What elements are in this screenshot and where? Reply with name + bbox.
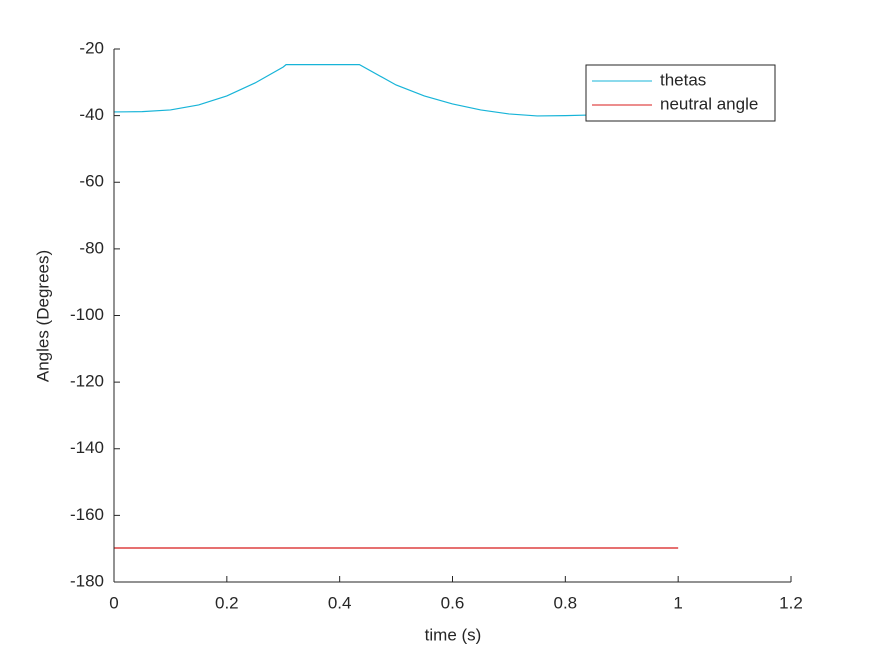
y-tick-label: -60 xyxy=(79,172,104,191)
plot-area: 0 0.2 0.4 0.6 0.8 1 1.2 -180 -160 -140 -120 -100 -80… xyxy=(70,38,803,612)
x-tick-label: 0 xyxy=(109,593,118,612)
y-tick-label: -80 xyxy=(79,238,104,257)
y-tick-label: -180 xyxy=(70,571,104,590)
y-tick-label: -120 xyxy=(70,372,104,391)
x-tick-label: 0.4 xyxy=(328,593,352,612)
x-tick-label: 1.2 xyxy=(779,593,803,612)
y-tick-label: -20 xyxy=(79,38,104,57)
x-tick-label: 0.2 xyxy=(215,593,239,612)
legend-label: thetas xyxy=(660,70,706,89)
y-tick-label: -140 xyxy=(70,438,104,457)
data-line xyxy=(113,64,679,117)
y-axis-label: Angles (Degrees) xyxy=(33,250,52,382)
legend: thetas neutral angle xyxy=(585,64,776,122)
x-axis-label: time (s) xyxy=(425,625,482,644)
y-tick-label: -160 xyxy=(70,505,104,524)
x-tick-label: 1 xyxy=(673,593,682,612)
y-tick-label: -100 xyxy=(70,305,104,324)
x-tick-label: 0.8 xyxy=(554,593,578,612)
legend-box xyxy=(585,64,776,122)
x-tick-label: 0.6 xyxy=(441,593,465,612)
y-tick-label: -40 xyxy=(79,105,104,124)
legend-label: neutral angle xyxy=(660,94,758,113)
